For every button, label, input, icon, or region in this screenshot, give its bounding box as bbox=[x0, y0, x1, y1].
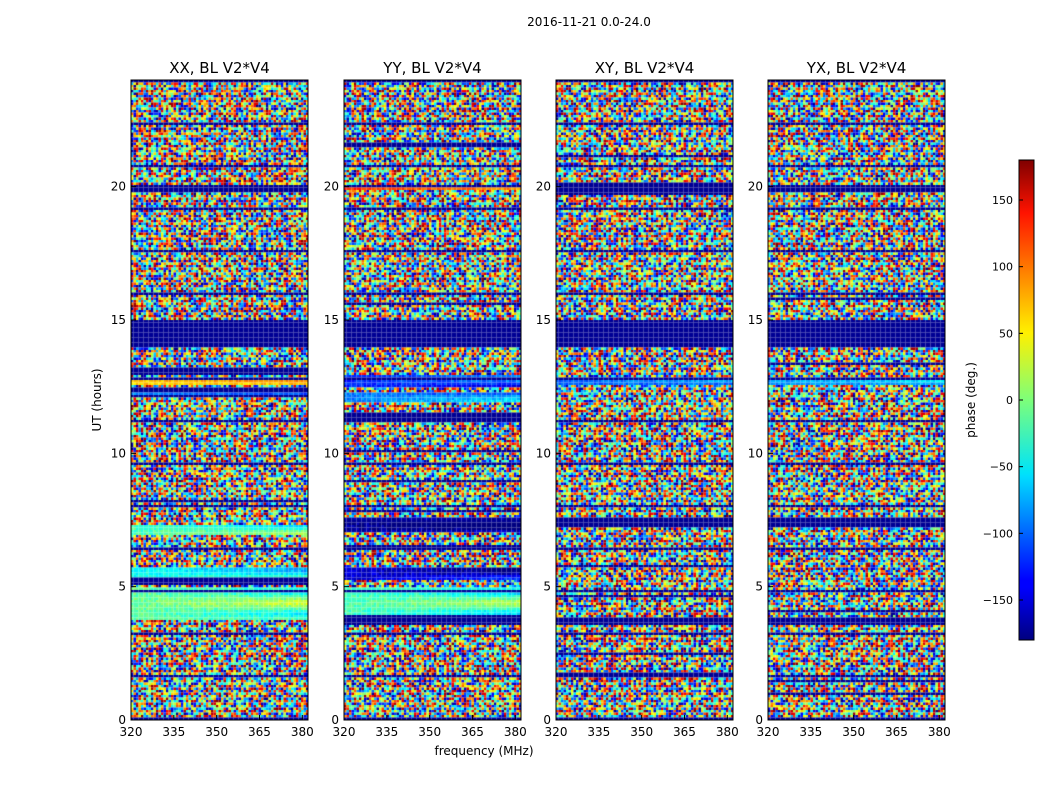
x-tick-label: 350 bbox=[630, 725, 653, 739]
x-tick-label: 380 bbox=[716, 725, 739, 739]
panel-frame bbox=[767, 79, 946, 721]
phase-heatmap bbox=[344, 80, 521, 720]
y-tick-label: 20 bbox=[111, 180, 126, 194]
y-tick-label: 5 bbox=[755, 580, 763, 594]
y-tick-label: 5 bbox=[118, 580, 126, 594]
panel-4: YX, BL V2*V4 0 5 10 15 20 320 335 350 365 380 bbox=[748, 59, 951, 739]
phase-heatmap bbox=[768, 80, 945, 720]
y-tick-label: 5 bbox=[331, 580, 339, 594]
y-axis-label: UT (hours) bbox=[90, 368, 104, 431]
y-tick-label: 20 bbox=[536, 180, 551, 194]
phase-heatmap bbox=[131, 80, 308, 720]
x-tick-label: 320 bbox=[757, 725, 780, 739]
panel-title: YY, BL V2*V4 bbox=[382, 59, 481, 77]
colorbar-tick-label: −100 bbox=[983, 527, 1013, 540]
colorbar: −150 −100 −50 0 50 100 150 phase (deg.) bbox=[964, 159, 1035, 641]
y-tick-label: 0 bbox=[331, 713, 339, 727]
phase-heatmap-canvas bbox=[131, 80, 308, 720]
panel-2: YY, BL V2*V4 0 5 10 15 20 320 335 350 365 380 bbox=[324, 59, 527, 739]
x-tick-label: 335 bbox=[799, 725, 822, 739]
x-tick-label: 335 bbox=[375, 725, 398, 739]
x-tick-label: 335 bbox=[162, 725, 185, 739]
y-tick-label: 15 bbox=[324, 313, 339, 327]
colorbar-tick-label: 50 bbox=[999, 327, 1013, 340]
phase-heatmap bbox=[556, 80, 733, 720]
colorbar-tick-label: 0 bbox=[1006, 394, 1013, 407]
y-tick-label: 20 bbox=[324, 180, 339, 194]
x-tick-label: 380 bbox=[291, 725, 314, 739]
colorbar-tick-label: 100 bbox=[992, 261, 1013, 274]
y-tick-label: 15 bbox=[748, 313, 763, 327]
colorbar-label: phase (deg.) bbox=[964, 362, 978, 438]
y-tick-label: 20 bbox=[748, 180, 763, 194]
y-tick-label: 0 bbox=[755, 713, 763, 727]
y-tick-label: 0 bbox=[543, 713, 551, 727]
x-tick-label: 350 bbox=[418, 725, 441, 739]
phase-heatmap-canvas bbox=[556, 80, 733, 720]
x-tick-label: 320 bbox=[545, 725, 568, 739]
x-tick-label: 380 bbox=[504, 725, 527, 739]
y-tick-label: 10 bbox=[748, 446, 763, 460]
figure-suptitle: 2016-11-21 0.0-24.0 bbox=[527, 15, 651, 29]
panel-3: XY, BL V2*V4 0 5 10 15 20 320 335 350 365 380 bbox=[536, 59, 739, 739]
phase-heatmap-canvas bbox=[344, 80, 521, 720]
y-tick-label: 5 bbox=[543, 580, 551, 594]
y-tick-label: 10 bbox=[324, 446, 339, 460]
colorbar-tick-label: 150 bbox=[992, 194, 1013, 207]
colorbar-tick-label: −50 bbox=[990, 461, 1013, 474]
panel-title: XY, BL V2*V4 bbox=[595, 59, 695, 77]
x-tick-label: 335 bbox=[587, 725, 610, 739]
panel-title: XX, BL V2*V4 bbox=[169, 59, 270, 77]
panel-title: YX, BL V2*V4 bbox=[806, 59, 907, 77]
x-tick-label: 350 bbox=[842, 725, 865, 739]
panel-frame bbox=[555, 79, 734, 721]
y-tick-label: 15 bbox=[111, 313, 126, 327]
panel-frame bbox=[130, 79, 309, 721]
panel-1: XX, BL V2*V4 0 5 10 15 20 320 335 350 365 380 bbox=[111, 59, 314, 739]
x-tick-label: 350 bbox=[205, 725, 228, 739]
phase-heatmap-canvas bbox=[768, 80, 945, 720]
x-tick-label: 365 bbox=[673, 725, 696, 739]
x-tick-label: 365 bbox=[461, 725, 484, 739]
y-tick-label: 10 bbox=[536, 446, 551, 460]
x-tick-label: 320 bbox=[333, 725, 356, 739]
x-tick-label: 365 bbox=[248, 725, 271, 739]
y-tick-label: 15 bbox=[536, 313, 551, 327]
y-tick-label: 0 bbox=[118, 713, 126, 727]
colorbar-ticks: −150 −100 −50 0 50 100 150 bbox=[983, 194, 1023, 607]
x-tick-label: 320 bbox=[120, 725, 143, 739]
colorbar-tick-label: −150 bbox=[983, 594, 1013, 607]
panel-frame bbox=[343, 79, 522, 721]
x-axis-label: frequency (MHz) bbox=[434, 744, 533, 758]
x-tick-label: 380 bbox=[928, 725, 951, 739]
y-tick-label: 10 bbox=[111, 446, 126, 460]
x-tick-label: 365 bbox=[885, 725, 908, 739]
